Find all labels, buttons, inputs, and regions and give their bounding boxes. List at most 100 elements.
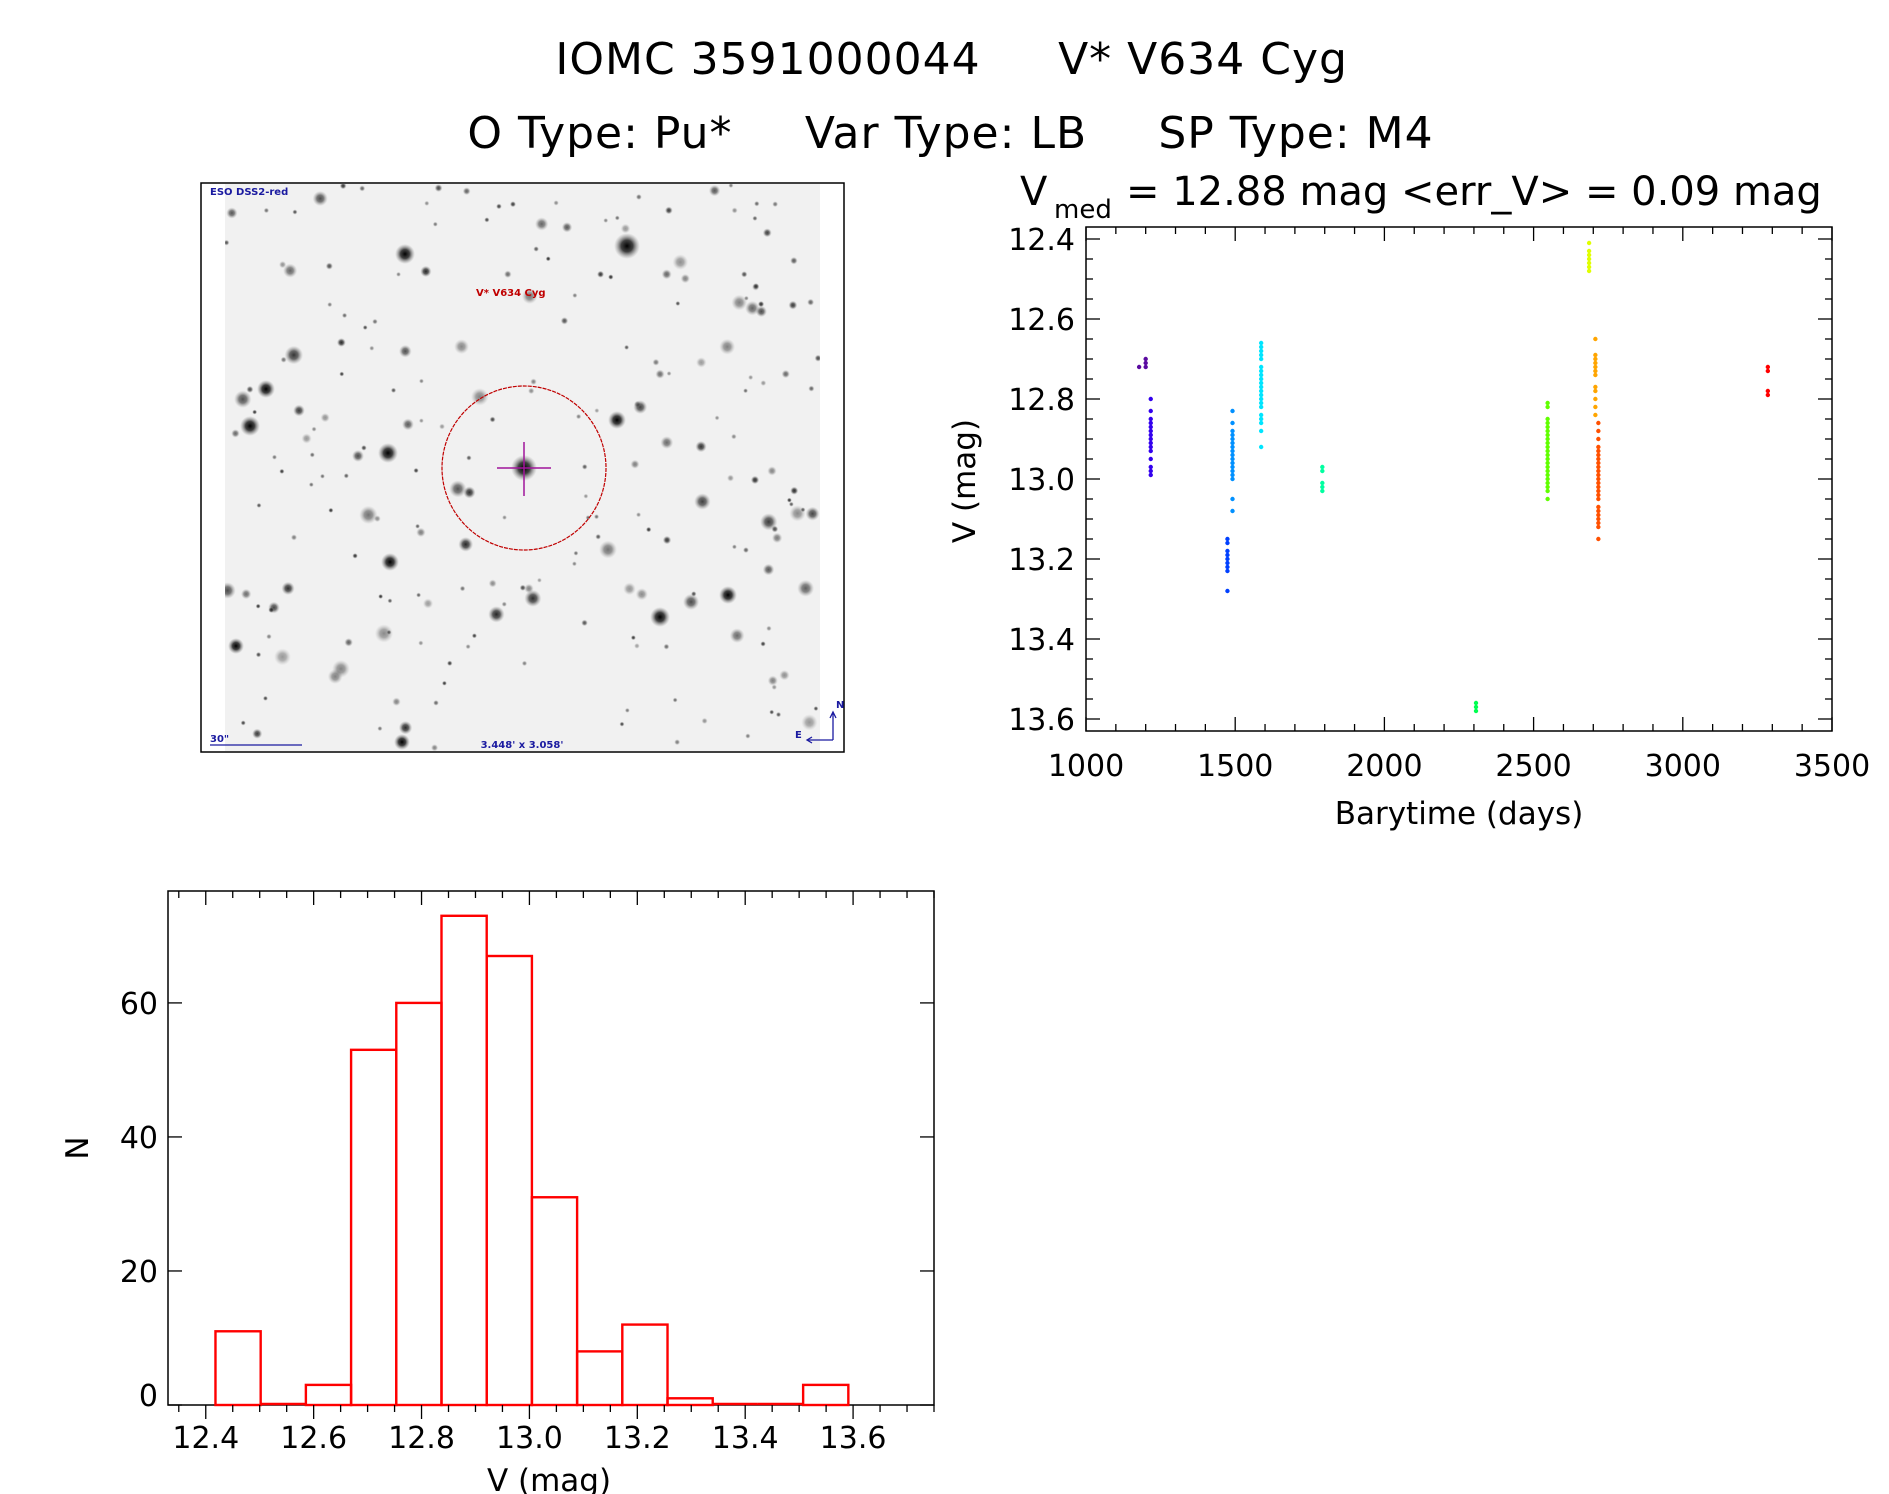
x-tick-label: 3000 (1645, 749, 1721, 784)
data-point (1258, 376, 1264, 382)
search-radius-circle (441, 385, 607, 551)
star (372, 318, 378, 325)
data-point (1258, 420, 1264, 426)
star (742, 547, 749, 554)
data-point (1596, 468, 1601, 474)
data-point (1545, 484, 1550, 490)
star (509, 201, 517, 208)
star (771, 532, 783, 544)
star (336, 338, 346, 347)
star (748, 374, 754, 381)
data-point (1545, 404, 1550, 410)
data-point (1596, 452, 1601, 458)
data-point (1596, 524, 1601, 530)
star (279, 468, 285, 474)
data-point (1258, 368, 1264, 374)
star (788, 300, 798, 310)
data-point (1586, 264, 1592, 270)
star (635, 512, 642, 518)
data-point (1596, 444, 1601, 450)
star (231, 429, 240, 438)
star (416, 527, 426, 538)
star (496, 203, 502, 210)
histogram-bar (621, 1323, 669, 1407)
star (745, 733, 751, 739)
data-point (1143, 364, 1148, 370)
data-point (1148, 416, 1153, 422)
star (760, 513, 778, 531)
data-point (1225, 568, 1230, 574)
histogram-bar (214, 1330, 262, 1407)
star (454, 339, 470, 355)
x-tick-label: 3500 (1794, 749, 1870, 784)
star (418, 378, 424, 384)
light-curve-ylabel: V (mag) (947, 419, 983, 543)
bright-star (257, 380, 275, 398)
star (240, 720, 246, 726)
bright-star (228, 638, 244, 654)
object-type: O Type: Pu* (467, 108, 732, 159)
star (390, 387, 397, 393)
star (301, 433, 312, 444)
data-point (1596, 420, 1601, 426)
x-tick-label: 2500 (1495, 749, 1571, 784)
star (800, 507, 806, 513)
x-tick-label: 1000 (1048, 749, 1124, 784)
data-point (1545, 480, 1550, 486)
data-point (1148, 428, 1153, 434)
star (361, 444, 367, 451)
data-point (1320, 488, 1325, 494)
star (635, 193, 642, 200)
data-point (1593, 396, 1598, 402)
data-point (1545, 456, 1550, 462)
data-point (1225, 548, 1230, 554)
data-point (1258, 356, 1264, 362)
data-point (1148, 396, 1153, 402)
star (545, 256, 551, 262)
star (630, 459, 640, 469)
star (603, 217, 609, 223)
star (327, 301, 333, 308)
data-point (1230, 472, 1235, 478)
star (808, 385, 815, 392)
star (418, 640, 424, 646)
data-point (1545, 440, 1550, 446)
star (398, 720, 413, 735)
data-point (1230, 452, 1235, 458)
star (743, 388, 749, 394)
star (416, 592, 422, 598)
data-point (1596, 508, 1601, 514)
data-point (1765, 392, 1771, 398)
data-point (1473, 708, 1479, 714)
star (664, 206, 673, 215)
data-point (1545, 424, 1550, 430)
star (596, 270, 605, 278)
data-point (1593, 356, 1598, 362)
star (319, 473, 325, 479)
star (359, 505, 378, 525)
star (466, 455, 472, 461)
histogram-bar (440, 914, 488, 1407)
data-point (1320, 464, 1325, 470)
data-point (1258, 388, 1264, 394)
bright-star (395, 244, 415, 264)
light-curve-xlabel: Barytime (days) (1335, 796, 1584, 832)
star (418, 418, 424, 424)
star (373, 515, 381, 523)
star (271, 454, 278, 460)
y-tick-label: 20 (120, 1255, 158, 1290)
y-tick-label: 0 (139, 1379, 158, 1414)
histogram-ticks (168, 891, 935, 1419)
star (682, 593, 700, 611)
data-point (1593, 404, 1598, 410)
spectral-type: SP Type: M4 (1158, 108, 1433, 159)
light-curve-frame (1085, 226, 1833, 732)
star (420, 265, 432, 278)
histogram-y-tick-labels: 0 20 40 60 (120, 987, 158, 1414)
light-curve-chart: V med = 12.88 mag <err_V> = 0.09 mag 100… (947, 169, 1870, 832)
target-crosshair-icon (497, 442, 551, 496)
star (666, 371, 672, 377)
star (311, 426, 317, 432)
data-point (1230, 460, 1235, 466)
star (343, 473, 350, 479)
